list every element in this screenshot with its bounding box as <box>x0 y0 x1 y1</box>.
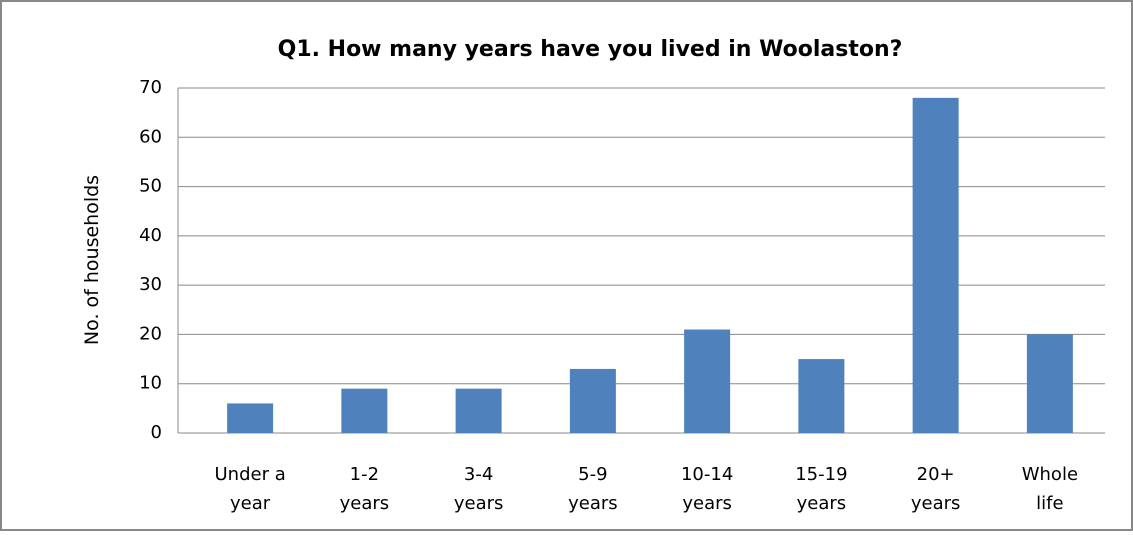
x-tick-label: 20+ years <box>911 464 961 514</box>
y-tick-label: 70 <box>139 77 162 98</box>
y-tick-label: 10 <box>139 373 162 394</box>
y-tick-label: 50 <box>139 176 162 197</box>
x-tick-label: 1-2 years <box>340 464 390 514</box>
y-tick-label: 40 <box>139 225 162 246</box>
bar <box>569 368 616 433</box>
bar <box>684 329 731 433</box>
bar <box>341 388 388 433</box>
y-tick-label: 0 <box>151 422 162 443</box>
x-tick-label: Under a year <box>215 464 286 514</box>
bar <box>798 359 845 433</box>
bar <box>1026 334 1073 433</box>
y-axis-label: No. of households <box>81 175 103 345</box>
x-tick-label: 5-9 years <box>568 464 618 514</box>
y-tick-label: 30 <box>139 274 162 295</box>
x-tick-label: 10-14 years <box>681 464 733 514</box>
x-tick-label: 15-19 years <box>795 464 847 514</box>
chart-title: Q1. How many years have you lived in Woo… <box>278 37 903 62</box>
y-tick-label: 60 <box>139 126 162 147</box>
y-tick-label: 20 <box>139 323 162 344</box>
bar <box>227 403 274 433</box>
x-tick-label: Whole life <box>1022 464 1078 514</box>
x-tick-label: 3-4 years <box>454 464 504 514</box>
bar <box>455 388 502 433</box>
bar <box>912 97 959 433</box>
